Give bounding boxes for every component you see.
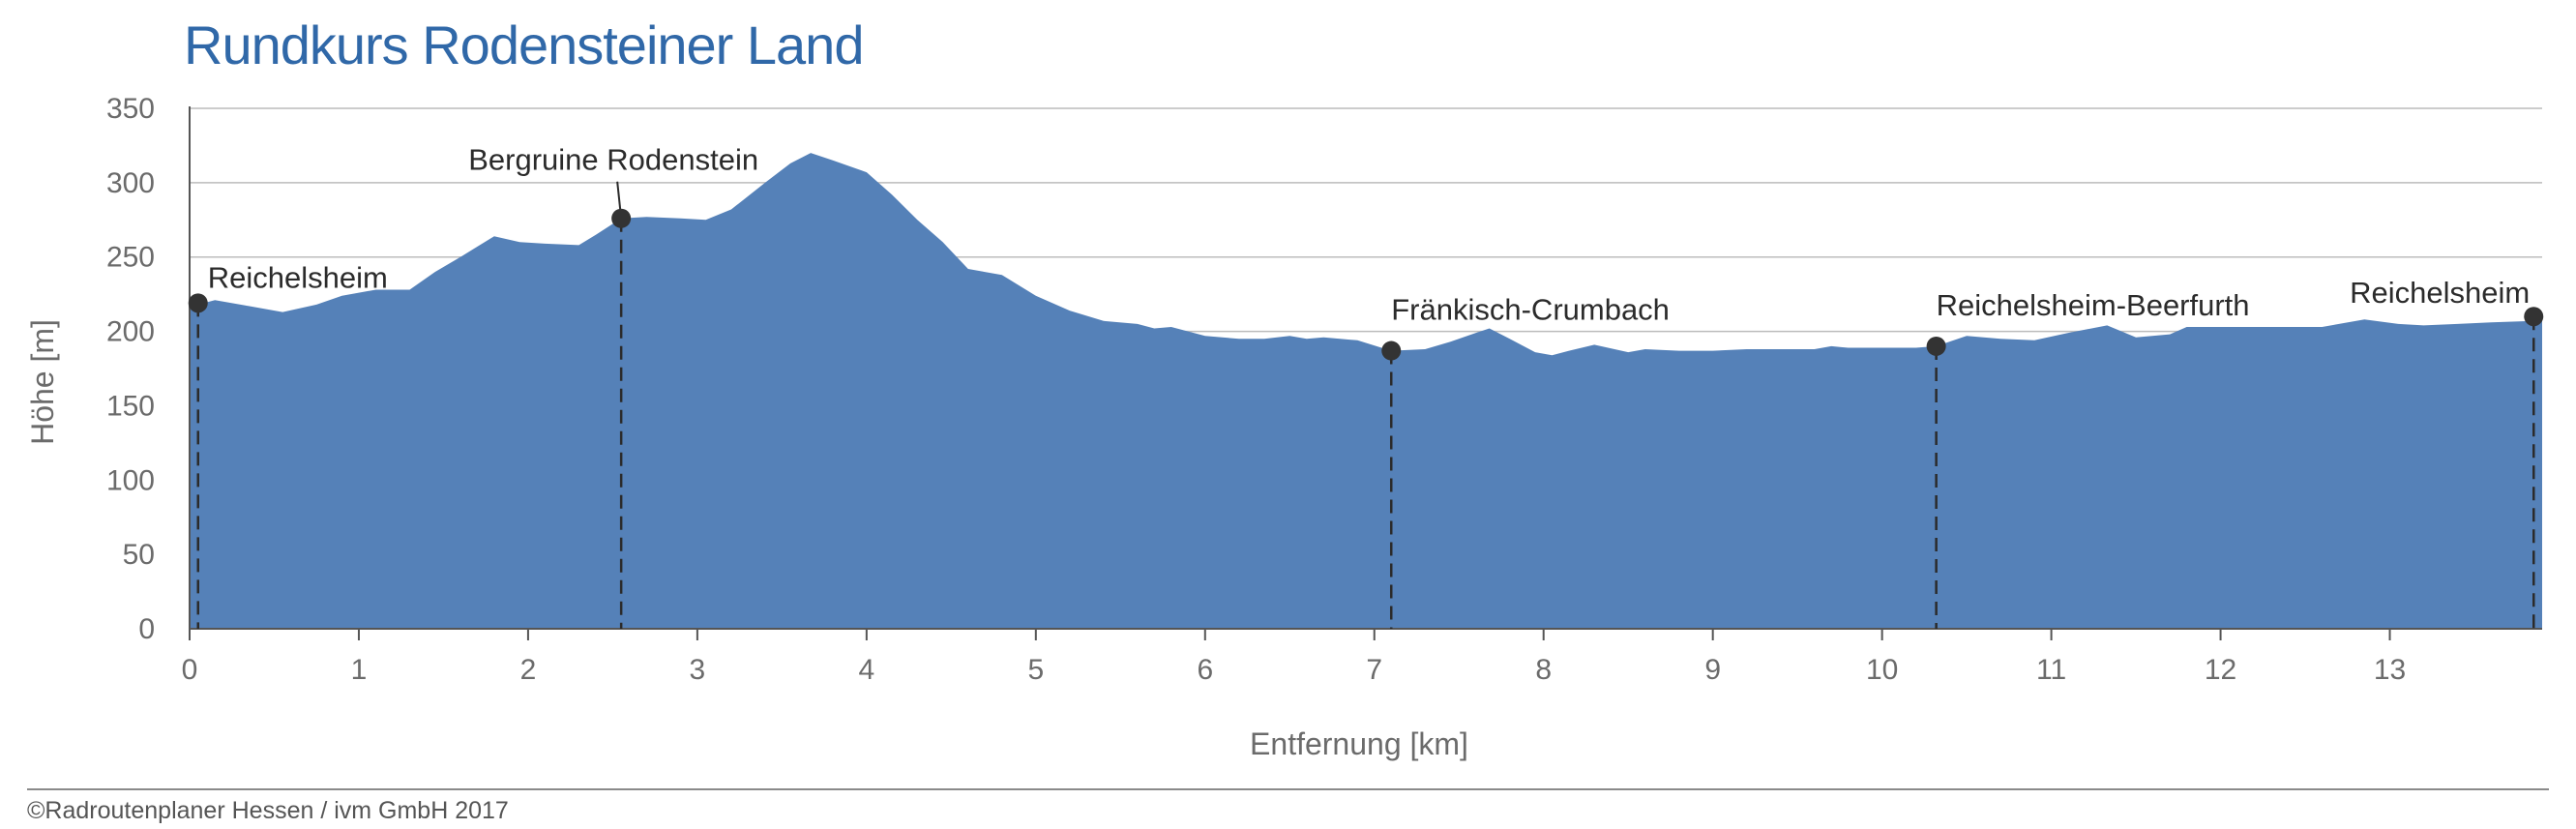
- x-tick-label: 6: [1197, 654, 1213, 686]
- y-tick-label: 150: [106, 390, 155, 422]
- y-tick-label: 100: [106, 464, 155, 496]
- x-tick-label: 11: [2036, 654, 2066, 686]
- x-tick-label: 1: [351, 654, 368, 686]
- annotation-label: Bergruine Rodenstein: [468, 143, 758, 177]
- y-tick-labels: 0 50 100 150 200 250 300 350: [106, 93, 155, 645]
- chart-title: Rundkurs Rodensteiner Land: [184, 15, 864, 75]
- annotation-marker: [188, 293, 208, 313]
- x-tick-label: 5: [1027, 654, 1044, 686]
- x-tick-label: 4: [859, 654, 875, 686]
- y-tick-label: 50: [123, 539, 155, 571]
- x-tick-label: 2: [520, 654, 537, 686]
- x-tick-label: 9: [1704, 654, 1721, 686]
- annotation-marker: [1926, 336, 1946, 356]
- y-tick-label: 300: [106, 167, 155, 199]
- x-tick-label: 10: [1866, 654, 1898, 686]
- y-tick-label: 350: [106, 93, 155, 125]
- annotation-label: Fränkisch-Crumbach: [1391, 293, 1670, 327]
- x-axis-title: Entfernung [km]: [1250, 726, 1468, 761]
- annotation-label: Reichelsheim: [208, 260, 388, 294]
- area-layer: [190, 153, 2542, 629]
- y-tick-label: 200: [106, 316, 155, 348]
- copyright-credit: ©Radroutenplaner Hessen / ivm GmbH 2017: [27, 797, 509, 824]
- y-tick-label: 0: [138, 613, 155, 645]
- annotation-label: Reichelsheim: [2350, 276, 2530, 310]
- annotation-marker: [2524, 307, 2544, 327]
- x-tick-label: 12: [2205, 654, 2236, 686]
- annotation-label: Reichelsheim-Beerfurth: [1937, 288, 2250, 322]
- x-tick-label: 13: [2374, 654, 2406, 686]
- x-tick-label: 3: [690, 654, 706, 686]
- x-tick-labels: 0 1 2 3 4 5 6 7 8 9 10 11 12 13: [182, 629, 2406, 686]
- annotations: Reichelsheim Bergruine Rodenstein Fränkisc…: [188, 143, 2544, 629]
- annotation-marker: [1381, 340, 1402, 361]
- x-tick-label: 7: [1366, 654, 1382, 686]
- y-tick-label: 250: [106, 242, 155, 274]
- footer-divider: [27, 788, 2549, 790]
- annotation-marker: [611, 208, 632, 228]
- x-tick-label: 0: [182, 654, 198, 686]
- axes: [189, 106, 2542, 630]
- elevation-area: [190, 153, 2542, 629]
- y-axis-title: Höhe [m]: [25, 319, 60, 445]
- x-tick-label: 8: [1535, 654, 1552, 686]
